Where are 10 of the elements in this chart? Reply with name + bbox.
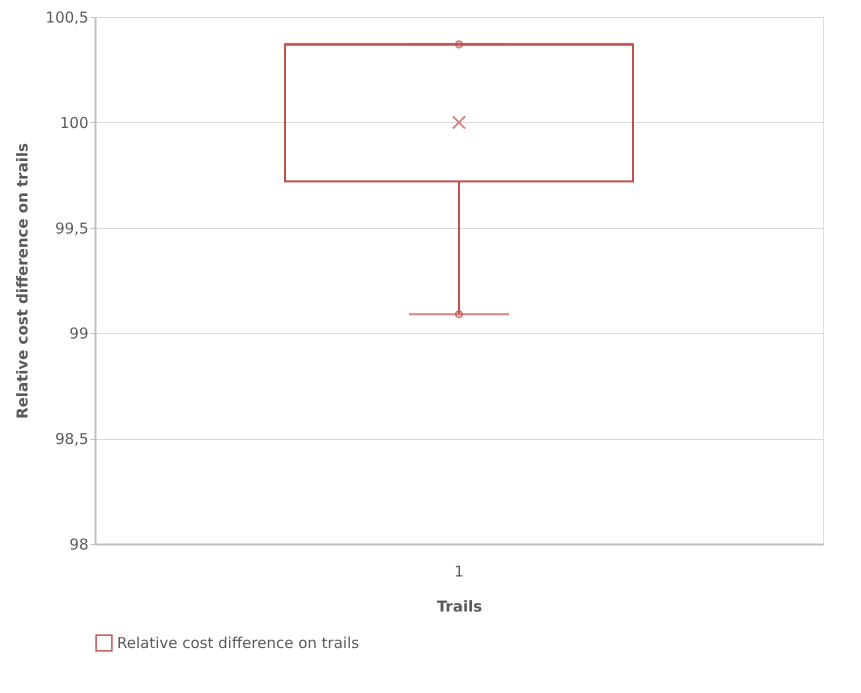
y-tick-label: 98,5 (55, 430, 88, 448)
y-tick-label: 100,5 (46, 8, 88, 26)
y-tick-label: 100 (60, 114, 88, 132)
x-axis-title: Trails (436, 598, 482, 616)
legend-label: Relative cost difference on trails (117, 634, 360, 652)
y-tick-label: 99,5 (55, 219, 88, 238)
x-tick-label: 1 (454, 562, 464, 580)
y-axis-title: Relative cost difference on trails (14, 143, 32, 419)
y-tick-label: 98 (69, 536, 88, 554)
y-tick-label: 99 (69, 324, 88, 343)
